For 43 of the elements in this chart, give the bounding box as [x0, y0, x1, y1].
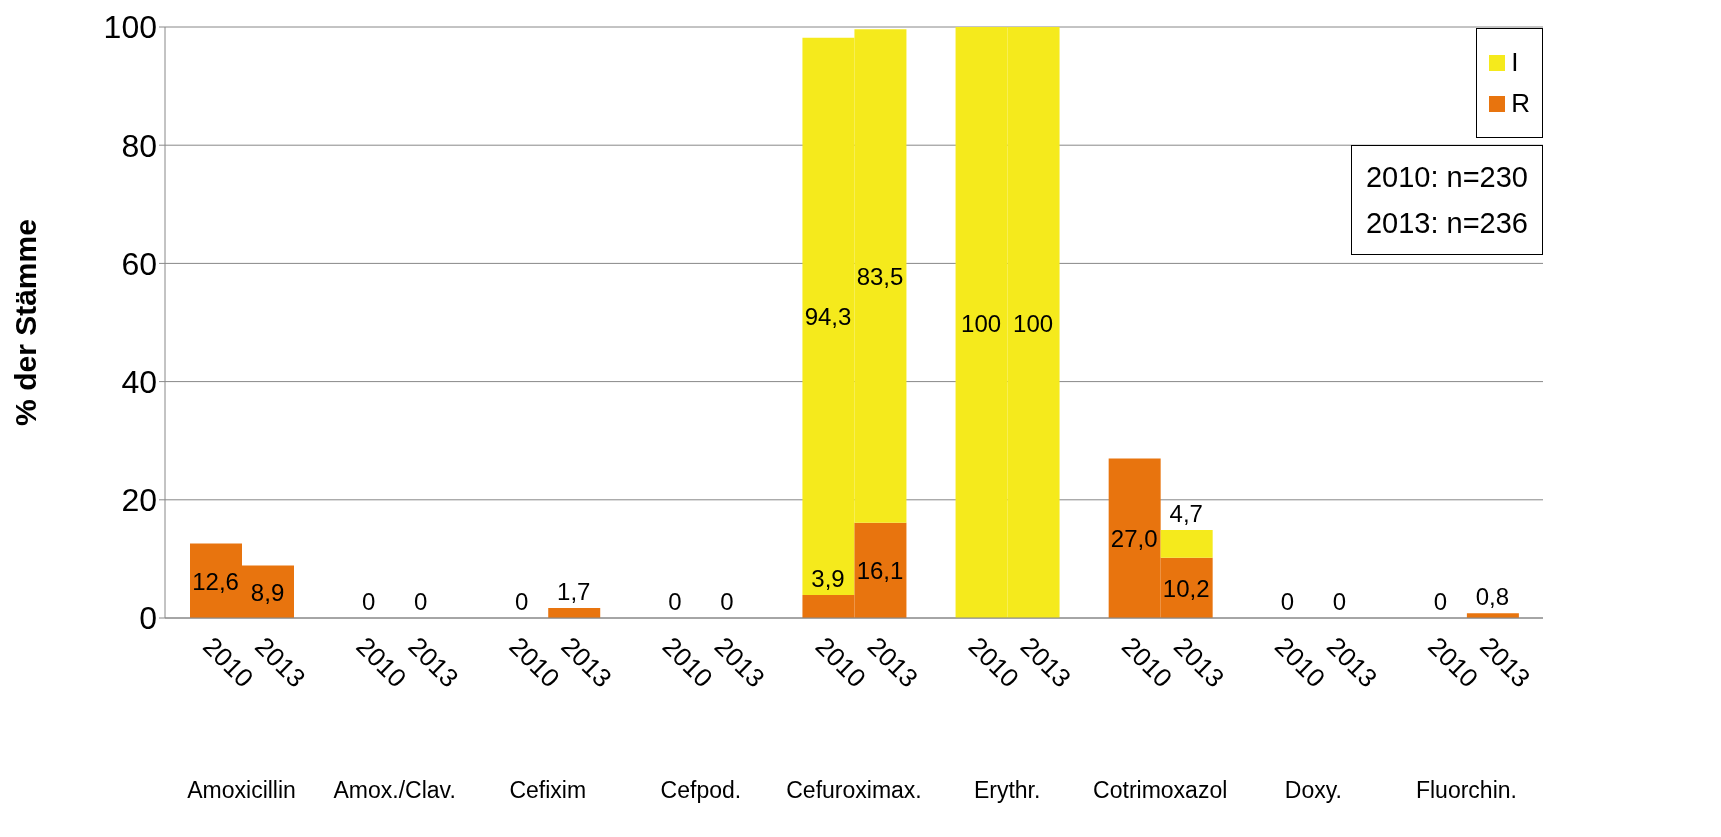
y-tick-label: 80 — [121, 127, 157, 164]
y-tick-label: 60 — [121, 245, 157, 282]
bar — [548, 607, 601, 618]
text: Amoxicillin — [187, 777, 296, 803]
y-tick-label: 0 — [139, 600, 157, 637]
text: Cefuroximax. — [786, 777, 922, 803]
y-axis-title: % der Stämme — [8, 219, 42, 426]
data-label: 0 — [1332, 588, 1347, 615]
data-label: 8,9 — [250, 578, 285, 606]
data-label: 100 — [961, 309, 1002, 337]
y-tick-label: 40 — [121, 363, 157, 400]
text: Fluorchin. — [1415, 777, 1517, 803]
data-label: 0,8 — [1475, 583, 1510, 611]
data-label: 16,1 — [856, 557, 904, 585]
data-label: 0 — [1433, 588, 1448, 615]
y-tick-label: 100 — [103, 9, 157, 46]
legend-label: I — [1511, 47, 1519, 78]
data-label: 12,6 — [192, 567, 239, 595]
y-tick-label: 20 — [121, 482, 157, 519]
data-label: 83,5 — [856, 263, 904, 291]
data-label: 0 — [720, 588, 734, 615]
data-label: 94,3 — [804, 303, 852, 331]
text: Amox./Clav. — [333, 777, 456, 803]
bar — [1160, 529, 1213, 558]
text: Cotrimoxazol — [1093, 777, 1228, 803]
data-label: 0 — [361, 588, 376, 615]
data-label: 10,2 — [1162, 574, 1210, 602]
legend-label: R — [1511, 88, 1530, 119]
text: Cefixim — [509, 777, 587, 803]
data-label: 100 — [1013, 309, 1054, 337]
data-label: 0 — [413, 588, 428, 615]
data-label: 4,7 — [1169, 499, 1203, 527]
text: Erythr. — [973, 777, 1041, 803]
annotation: 2010: n=230 — [1365, 160, 1528, 195]
annotation: 2013: n=236 — [1365, 206, 1528, 241]
data-label: 3,9 — [811, 564, 845, 592]
text: Cefpod. — [660, 777, 742, 803]
data-label: 27,0 — [1110, 525, 1158, 553]
data-label: 1,7 — [557, 577, 591, 605]
text: Doxy. — [1284, 777, 1342, 803]
data-label: 0 — [1280, 588, 1295, 615]
data-label: 0 — [668, 588, 682, 615]
data-label: 0 — [515, 588, 529, 615]
